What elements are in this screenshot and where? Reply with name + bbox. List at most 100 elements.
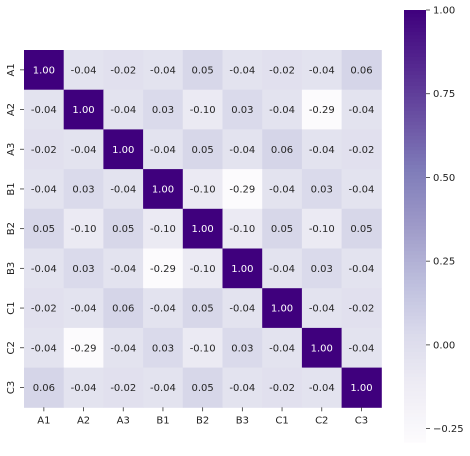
heatmap-cell: [341, 327, 382, 369]
colorbar-segment: [404, 150, 426, 155]
cell-value-label: -0.10: [229, 224, 255, 235]
heatmap-cell: [24, 208, 65, 249]
heatmap-cell: [341, 129, 382, 170]
colorbar-segment: [404, 420, 426, 425]
cell-value-label: 1.00: [112, 145, 134, 156]
heatmap-cell: [341, 208, 382, 249]
colorbar-segment: [404, 380, 426, 385]
cell-value-label: -0.04: [269, 264, 295, 275]
cell-value-label: -0.04: [150, 145, 176, 156]
cell-value-label: 0.05: [192, 383, 214, 394]
cell-value-label: -0.04: [110, 184, 136, 195]
colorbar-segment: [404, 370, 426, 375]
cell-value-label: -0.10: [190, 343, 216, 354]
colorbar-segment: [404, 67, 426, 72]
x-tick-label: B3: [236, 415, 249, 426]
cell-value-label: -0.02: [110, 65, 136, 76]
colorbar-tick-label: 1.00: [433, 6, 455, 17]
colorbar-segment: [404, 28, 426, 33]
colorbar-segment: [404, 344, 426, 349]
cell-value-label: -0.04: [229, 145, 255, 156]
cell-value-label: -0.04: [150, 383, 176, 394]
heatmap-cell: [182, 327, 223, 369]
heatmap-cell: [103, 327, 144, 369]
colorbar-segment: [404, 427, 426, 432]
cell-value-label: 0.05: [192, 145, 214, 156]
cell-value-label: -0.04: [31, 343, 57, 354]
heatmap-cell: [301, 327, 343, 369]
colorbar-segment: [404, 362, 426, 367]
cell-value-label: 0.06: [33, 383, 55, 394]
colorbar-segment: [404, 240, 426, 245]
colorbar-segment: [404, 154, 426, 159]
colorbar-segment: [404, 161, 426, 166]
heatmap-cell: [103, 50, 144, 91]
cell-value-label: 0.03: [311, 184, 333, 195]
heatmap-cell: [63, 248, 104, 289]
heatmap-cell: [262, 169, 303, 210]
cell-value-label: 0.03: [152, 105, 174, 116]
heatmap-cell: [182, 129, 223, 170]
heatmap-cell: [143, 288, 184, 329]
colorbar-segment: [404, 96, 426, 101]
y-tick-label: C1: [6, 301, 17, 314]
colorbar-segment: [404, 254, 426, 259]
colorbar-segment: [404, 157, 426, 162]
x-tick-label: A1: [37, 415, 50, 426]
colorbar-segment: [404, 218, 426, 223]
cell-value-label: -0.04: [269, 343, 295, 354]
heatmap-cell: [63, 89, 104, 130]
x-tick-label: A3: [117, 415, 130, 426]
cell-value-label: -0.04: [349, 343, 375, 354]
colorbar-tick-label: 0.75: [433, 89, 455, 100]
colorbar-segment: [404, 197, 426, 202]
cell-value-label: 0.06: [271, 145, 293, 156]
colorbar-segment: [404, 136, 426, 141]
colorbar-segment: [404, 290, 426, 295]
cell-value-label: 0.05: [192, 304, 214, 315]
cell-value-label: 1.00: [72, 105, 94, 116]
cell-value-label: -0.10: [309, 224, 335, 235]
cell-value-label: -0.10: [190, 105, 216, 116]
cell-value-label: 0.06: [350, 65, 372, 76]
colorbar-segment: [404, 272, 426, 277]
cell-value-label: -0.04: [31, 264, 57, 275]
cell-value-label: 0.03: [231, 343, 253, 354]
colorbar-segment: [404, 92, 426, 97]
cell-value-label: -0.04: [349, 105, 375, 116]
colorbar-segment: [404, 416, 426, 421]
cell-value-label: -0.04: [31, 105, 57, 116]
cell-value-label: -0.04: [110, 264, 136, 275]
colorbar-segment: [404, 294, 426, 299]
x-tick-label: C3: [355, 415, 368, 426]
colorbar-segment: [404, 334, 426, 339]
heatmap-cell: [222, 248, 263, 289]
colorbar-segment: [404, 312, 426, 317]
cell-value-label: 1.00: [231, 264, 253, 275]
heatmap-cell: [182, 89, 223, 130]
heatmap-cell: [262, 89, 303, 130]
colorbar-segment: [404, 10, 426, 15]
y-tick-label: A1: [6, 63, 17, 76]
heatmap-cell: [143, 50, 184, 91]
cell-value-label: 0.05: [112, 224, 134, 235]
cell-value-label: -0.02: [269, 383, 295, 394]
colorbar-segment: [404, 330, 426, 335]
cell-value-label: -0.04: [309, 145, 335, 156]
y-tick-label: C3: [6, 381, 17, 394]
colorbar: −0.25 0.00 0.25 0.50 0.75 1.00: [404, 6, 464, 443]
heatmap-cell: [262, 208, 303, 249]
colorbar-segment: [404, 53, 426, 58]
colorbar-segment: [404, 208, 426, 213]
colorbar-segment: [404, 247, 426, 252]
cell-value-label: -0.04: [309, 383, 335, 394]
colorbar-segment: [404, 366, 426, 371]
colorbar-segment: [404, 262, 426, 267]
colorbar-segment: [404, 222, 426, 227]
colorbar-segment: [404, 74, 426, 79]
colorbar-segment: [404, 182, 426, 187]
heatmap-cell: [262, 367, 303, 408]
heatmap-cell: [182, 248, 223, 289]
colorbar-segment: [404, 35, 426, 40]
